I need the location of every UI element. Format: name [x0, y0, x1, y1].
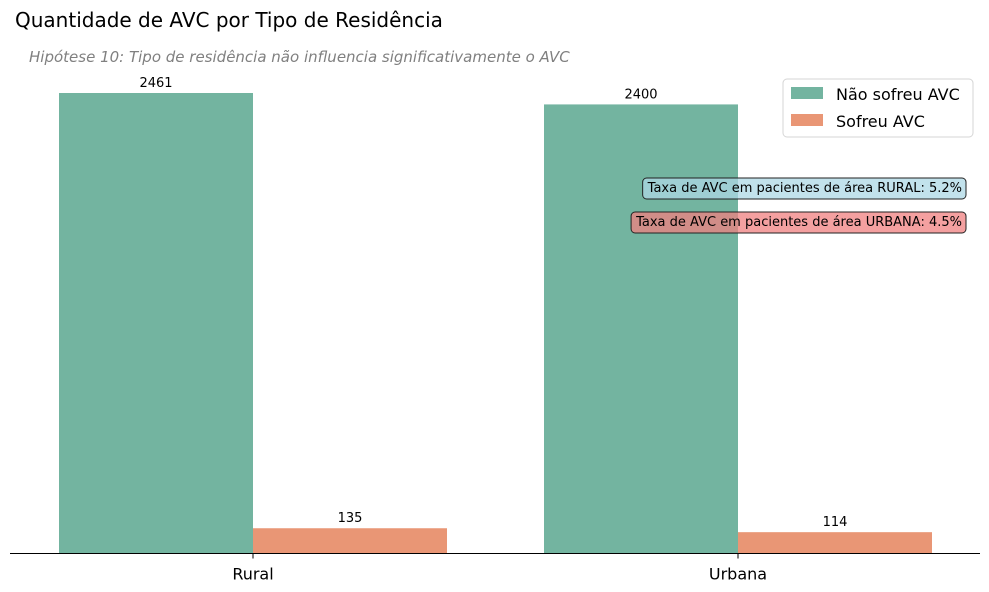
legend-label: Não sofreu AVC [836, 85, 960, 104]
annotation-box: Taxa de AVC em pacientes de área RURAL: … [642, 177, 967, 200]
legend-label: Sofreu AVC [836, 112, 925, 131]
x-tick-label: Urbana [709, 565, 767, 584]
legend-swatch [791, 114, 823, 126]
data-label: 2461 [139, 76, 172, 91]
bar-urbana-sofreu [738, 532, 932, 554]
annotation-text: Taxa de AVC em pacientes de área RURAL: … [647, 181, 962, 196]
bar-urbana-nao-sofreu [544, 104, 738, 554]
chart-title: Quantidade de AVC por Tipo de Residência [15, 8, 443, 32]
legend: Não sofreu AVC Sofreu AVC [782, 78, 974, 138]
chart-subtitle: Hipótese 10: Tipo de residência não infl… [29, 48, 570, 66]
annotations-group: Taxa de AVC em pacientes de área RURAL: … [630, 177, 967, 234]
legend-swatch [791, 87, 823, 99]
bar-rural-nao-sofreu [59, 93, 253, 554]
annotation-background [642, 177, 967, 200]
annotation-box: Taxa de AVC em pacientes de área URBANA:… [630, 211, 967, 234]
data-label: 114 [823, 515, 848, 530]
annotation-text: Taxa de AVC em pacientes de área URBANA:… [635, 215, 962, 230]
legend-frame [782, 78, 974, 138]
x-ticks-group: Rural Urbana [232, 553, 767, 584]
data-label: 2400 [624, 87, 657, 102]
annotation-background [630, 211, 967, 234]
x-tick-label: Rural [232, 565, 273, 584]
bar-labels-group: 2461 135 2400 114 [139, 76, 847, 530]
bar-rural-sofreu [253, 528, 447, 554]
bars-group [59, 93, 932, 554]
data-label: 135 [338, 511, 363, 526]
